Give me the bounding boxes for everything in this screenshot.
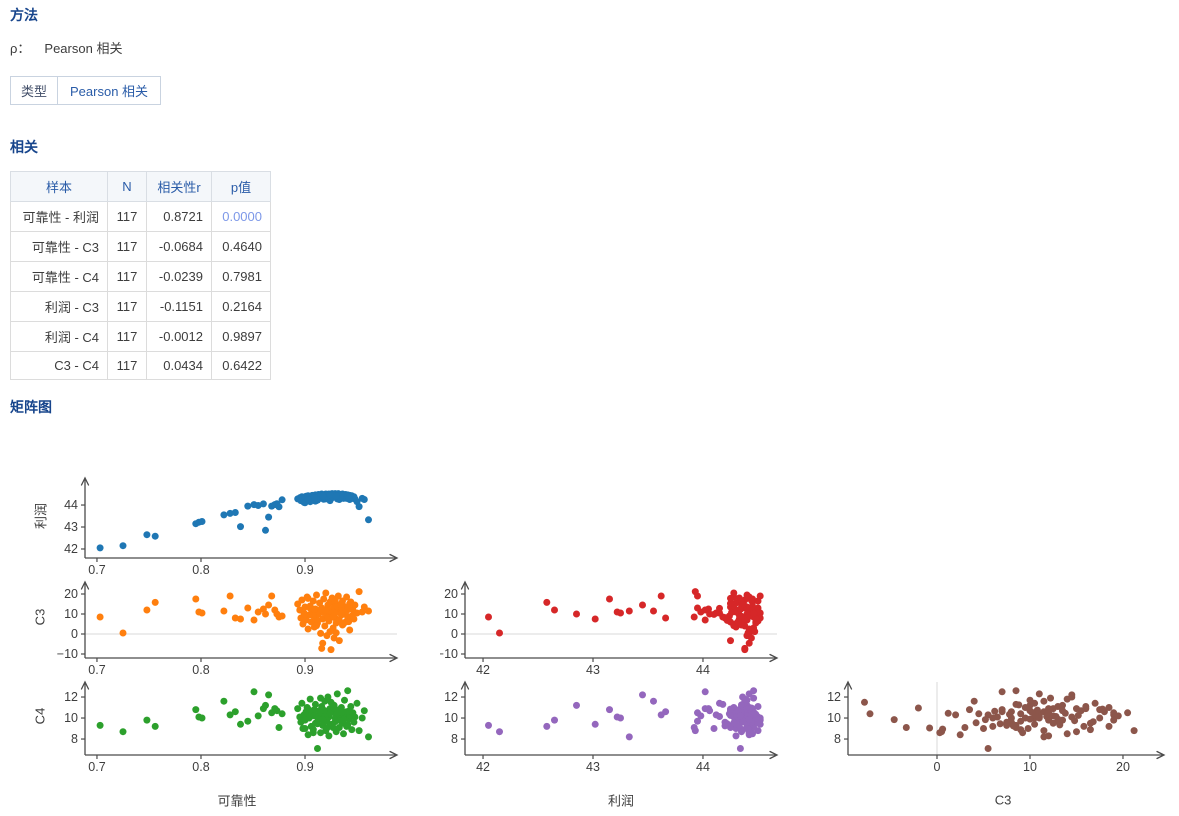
table-cell: 117 [107, 291, 147, 322]
table-cell: 0.4640 [211, 231, 271, 262]
table-cell: 可靠性 - C4 [10, 261, 108, 292]
y-tick-label: 8 [834, 732, 841, 746]
x-tick-label: 10 [1023, 760, 1037, 774]
y-tick-label: 42 [64, 542, 78, 556]
x-tick-label: 0.8 [192, 760, 209, 774]
table-cell: 117 [107, 261, 147, 292]
y-axis-label: C4 [32, 707, 48, 725]
x-tick-label: 20 [1116, 760, 1130, 774]
y-tick-label: 10 [64, 711, 78, 725]
y-tick-label: 43 [64, 520, 78, 534]
x-tick-label: 0 [934, 760, 941, 774]
table-cell: -0.0239 [146, 261, 212, 292]
table-cell: 可靠性 - C3 [10, 231, 108, 262]
rho-symbol: ρ： [10, 41, 31, 56]
scatter-panel-profit-vs-reliability: 0.7 0.8 0.9 42 43 44 [30, 470, 405, 583]
y-tick-label: 12 [64, 690, 78, 704]
column-header: 样本 [10, 171, 108, 202]
x-axis-label: C3 [994, 792, 1012, 808]
scatter-panel-c3-vs-reliability: 0.7 0.8 0.9 −10 0 10 20 [30, 578, 405, 683]
x-tick-label: 44 [696, 663, 710, 677]
scatter-panel-c4-vs-profit: 42 43 44 8 10 12 [440, 678, 790, 783]
type-table-label: 类型 [9, 76, 59, 105]
section-title-matrix: 矩阵图 [10, 399, 52, 415]
y-tick-label: 20 [64, 587, 78, 601]
x-tick-label: 0.9 [296, 760, 313, 774]
table-cell: 0.0434 [146, 351, 212, 380]
x-tick-label: 43 [586, 760, 600, 774]
y-tick-label: 0 [71, 627, 78, 641]
table-cell: 0.8721 [146, 201, 212, 232]
y-tick-label: 10 [444, 607, 458, 621]
section-title-correlation: 相关 [10, 139, 38, 155]
y-tick-label: 10 [444, 711, 458, 725]
column-header: p值 [211, 171, 271, 202]
table-cell: 0.2164 [211, 291, 271, 322]
table-cell: 0.7981 [211, 261, 271, 292]
table-cell: 0.9897 [211, 321, 271, 352]
x-axis-label: 利润 [607, 793, 635, 809]
table-header-row: 样本 N 相关性r p值 [10, 171, 271, 202]
x-tick-label: 42 [476, 663, 490, 677]
method-type-table: 类型 Pearson 相关 [9, 76, 162, 105]
x-tick-label: 0.9 [296, 563, 313, 577]
table-row: 利润 - C4 117 -0.0012 0.9897 [10, 321, 271, 352]
table-cell: 0.6422 [211, 351, 271, 380]
y-tick-label: 0 [451, 627, 458, 641]
table-cell: 117 [107, 231, 147, 262]
table-cell: 可靠性 - 利润 [10, 201, 108, 232]
correlation-table: 样本 N 相关性r p值 可靠性 - 利润 117 0.8721 0.0000 可靠性 - C… [10, 171, 271, 380]
x-tick-label: 43 [586, 663, 600, 677]
y-tick-label: 44 [64, 498, 78, 512]
table-row: 类型 Pearson 相关 [9, 76, 162, 105]
rho-method-value: Pearson 相关 [44, 41, 123, 56]
x-tick-label: 0.8 [192, 663, 209, 677]
scatter-panel-c3-vs-profit: 42 43 44 −10 0 10 20 [437, 578, 790, 683]
scatter-panel-c4-vs-c3: 0 10 20 8 10 12 [820, 678, 1179, 783]
table-cell: 117 [107, 351, 147, 380]
y-tick-label: 8 [71, 732, 78, 746]
x-tick-label: 0.8 [192, 563, 209, 577]
method-rho-line: ρ： Pearson 相关 [10, 38, 122, 57]
type-table-value: Pearson 相关 [57, 76, 162, 105]
section-title-method: 方法 [10, 7, 38, 23]
table-cell: 利润 - C4 [10, 321, 108, 352]
y-tick-label: 20 [444, 587, 458, 601]
table-row: C3 - C4 117 0.0434 0.6422 [10, 351, 271, 380]
y-axis-label: C3 [32, 608, 48, 626]
table-row: 利润 - C3 117 -0.1151 0.2164 [10, 291, 271, 322]
y-tick-label: −10 [440, 647, 458, 661]
p-value-link[interactable]: 0.0000 [211, 201, 271, 232]
column-header: 相关性r [146, 171, 212, 202]
table-cell: -0.0684 [146, 231, 212, 262]
y-tick-label: 12 [827, 690, 841, 704]
table-row: 可靠性 - C4 117 -0.0239 0.7981 [10, 261, 271, 292]
table-row: 可靠性 - 利润 117 0.8721 0.0000 [10, 201, 271, 232]
table-cell: -0.0012 [146, 321, 212, 352]
scatter-panel-c4-vs-reliability: 0.7 0.8 0.9 8 10 12 [30, 678, 405, 783]
table-row: 可靠性 - C3 117 -0.0684 0.4640 [10, 231, 271, 262]
column-header: N [107, 171, 147, 202]
y-axis-label: 利润 [33, 502, 49, 530]
y-tick-label: −10 [57, 647, 78, 661]
x-axis-label: 可靠性 [217, 793, 257, 809]
table-cell: C3 - C4 [10, 351, 108, 380]
x-tick-label: 44 [696, 760, 710, 774]
table-cell: 117 [107, 201, 147, 232]
x-tick-label: 0.7 [88, 663, 105, 677]
x-tick-label: 42 [476, 760, 490, 774]
x-tick-label: 0.9 [296, 663, 313, 677]
y-tick-label: 12 [444, 690, 458, 704]
y-tick-label: 10 [64, 607, 78, 621]
table-cell: 利润 - C3 [10, 291, 108, 322]
table-cell: -0.1151 [146, 291, 212, 322]
y-tick-label: 10 [827, 711, 841, 725]
x-tick-label: 0.7 [88, 760, 105, 774]
y-tick-label: 8 [451, 732, 458, 746]
x-tick-label: 0.7 [88, 563, 105, 577]
table-cell: 117 [107, 321, 147, 352]
